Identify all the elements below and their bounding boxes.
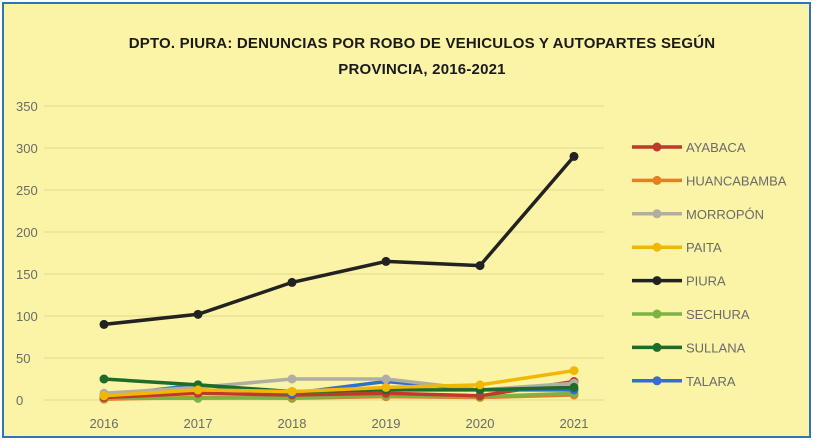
y-tick-label: 350 — [16, 99, 38, 114]
legend-item-sechura: SECHURA — [632, 307, 750, 322]
data-point — [99, 391, 109, 401]
legend-item-morropón: MORROPÓN — [632, 207, 764, 222]
series-lines — [99, 151, 579, 404]
y-tick-label: 100 — [16, 309, 38, 324]
legend-swatch-marker — [652, 175, 662, 185]
legend-label: SULLANA — [686, 340, 746, 355]
legend-item-talara: TALARA — [632, 374, 736, 389]
chart-frame: DPTO. PIURA: DENUNCIAS POR ROBO DE VEHIC… — [2, 2, 811, 438]
y-axis-ticks: 0 50 100 150 200 250 300 350 — [16, 99, 38, 408]
legend-item-piura: PIURA — [632, 274, 726, 289]
data-point — [287, 374, 297, 384]
legend-item-huancabamba: HUANCABAMBA — [632, 173, 787, 188]
legend-swatch-marker — [652, 276, 662, 286]
legend-swatch-marker — [652, 142, 662, 152]
legend-label: TALARA — [686, 374, 736, 389]
series-piura — [99, 151, 579, 329]
series-line — [104, 391, 575, 401]
legend-label: AYABACA — [686, 140, 746, 155]
legend-label: HUANCABAMBA — [686, 173, 787, 188]
y-tick-label: 50 — [16, 351, 30, 366]
data-point — [475, 380, 485, 390]
legend-label: SECHURA — [686, 307, 750, 322]
data-point — [381, 256, 391, 266]
legend-label: MORROPÓN — [686, 207, 764, 222]
legend-swatch-marker — [652, 209, 662, 219]
series-line — [103, 368, 575, 398]
x-tick-label: 2020 — [466, 416, 495, 431]
x-tick-label: 2016 — [90, 416, 119, 431]
series-line — [103, 155, 576, 327]
legend-label: PIURA — [686, 274, 726, 289]
legend-swatch-marker — [652, 376, 662, 386]
data-point — [569, 151, 579, 161]
data-point — [569, 382, 579, 392]
legend-swatch-marker — [652, 242, 662, 252]
y-tick-label: 250 — [16, 183, 38, 198]
legend-label: PAITA — [686, 240, 722, 255]
legend-swatch-marker — [652, 309, 662, 319]
y-tick-label: 150 — [16, 267, 38, 282]
data-point — [99, 319, 109, 329]
gridlines — [44, 105, 604, 401]
legend-item-paita: PAITA — [632, 240, 722, 255]
legend-item-ayabaca: AYABACA — [632, 140, 746, 155]
x-tick-label: 2021 — [560, 416, 589, 431]
chart-title-line-1: DPTO. PIURA: DENUNCIAS POR ROBO DE VEHIC… — [129, 34, 716, 52]
data-point — [569, 366, 579, 376]
legend-swatch-marker — [652, 342, 662, 352]
x-tick-label: 2019 — [372, 416, 401, 431]
data-point — [381, 374, 391, 384]
x-axis-ticks: 2016 2017 2018 2019 2020 2021 — [90, 416, 589, 431]
x-tick-label: 2017 — [184, 416, 213, 431]
data-point — [287, 277, 297, 287]
y-tick-label: 0 — [16, 393, 23, 408]
legend-item-sullana: SULLANA — [632, 340, 746, 355]
data-point — [193, 385, 203, 395]
chart-title-line-2: PROVINCIA, 2016-2021 — [338, 61, 505, 78]
data-point — [287, 387, 297, 397]
line-chart: DPTO. PIURA: DENUNCIAS POR ROBO DE VEHIC… — [16, 34, 787, 431]
series-line — [103, 379, 575, 400]
y-tick-label: 200 — [16, 225, 38, 240]
data-point — [193, 309, 203, 319]
series-paita — [99, 366, 579, 401]
data-point — [381, 382, 391, 392]
y-tick-label: 300 — [16, 141, 38, 156]
data-point — [99, 374, 109, 384]
data-point — [475, 261, 485, 271]
legend: AYABACA HUANCABAMBA MORROPÓN PAITA PIURA SECH… — [632, 140, 787, 389]
x-tick-label: 2018 — [278, 416, 307, 431]
